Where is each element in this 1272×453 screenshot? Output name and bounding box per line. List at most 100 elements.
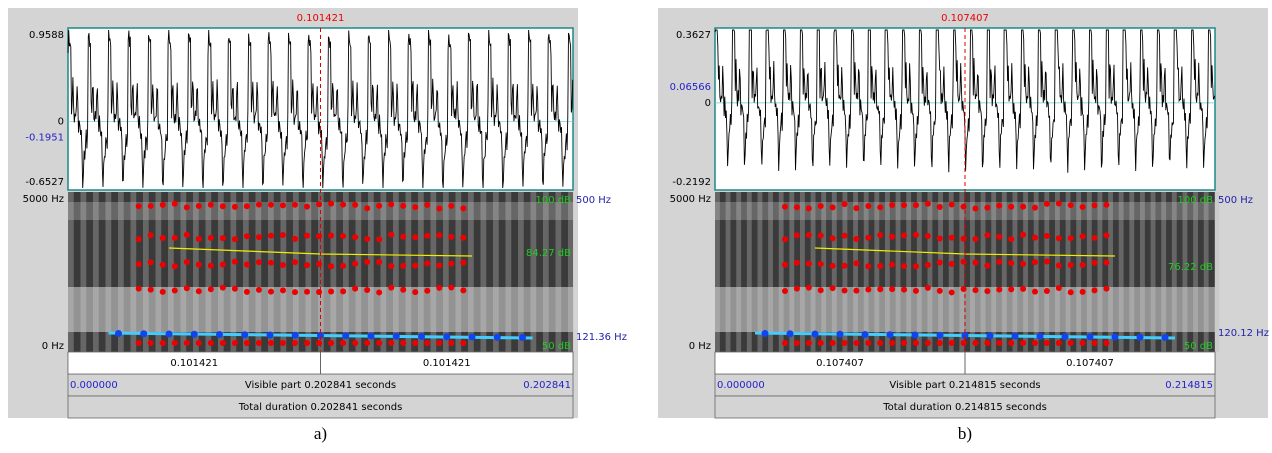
pitch-dot [836, 330, 844, 338]
formant-dot [316, 260, 323, 267]
formant-dot [924, 232, 931, 239]
spectrogram-stripe [874, 192, 880, 352]
formant-dot [1091, 340, 1098, 346]
formant-dot [448, 284, 455, 291]
visible-end: 0.214815 [1165, 380, 1213, 391]
formant-dot [1067, 202, 1074, 209]
formant-dot [829, 204, 836, 211]
formant-dot [195, 235, 202, 242]
formant-dot [424, 340, 431, 346]
formant-dot [267, 232, 274, 239]
formant-dot [316, 288, 323, 295]
formant-dot [1008, 260, 1015, 267]
formant-dot [1067, 262, 1074, 269]
formant-dot [400, 202, 407, 209]
pitch-dot [1011, 332, 1019, 340]
formant-dot [460, 259, 467, 266]
spectrogram-stripe [715, 192, 720, 352]
pitch-dot [392, 332, 400, 340]
spectrogram-stripe [768, 192, 773, 352]
db-bottom: 50 dB [542, 341, 571, 352]
pitch-dot [291, 331, 299, 339]
formant-dot [817, 232, 824, 239]
spectrogram-stripe [1108, 192, 1113, 352]
formant-dot [364, 340, 371, 346]
spectrogram-stripe [130, 192, 137, 352]
formant-dot [279, 340, 286, 346]
formant-dot [853, 340, 860, 346]
formant-dot [376, 236, 383, 243]
formant-dot [388, 340, 395, 346]
formant-dot [304, 203, 311, 210]
formant-dot [865, 340, 872, 346]
pitch-dot [165, 330, 173, 338]
pitch-dot [519, 334, 526, 341]
formant-dot [460, 340, 467, 346]
formant-dot [231, 340, 238, 346]
spectrogram-stripe [778, 192, 784, 352]
formant-dot [1055, 262, 1062, 269]
spectrogram-stripe [180, 192, 187, 352]
formant-dot [912, 202, 919, 209]
formant-dot [436, 232, 443, 239]
visible-part: Visible part 0.202841 seconds [245, 380, 396, 391]
formant-dot [267, 340, 274, 346]
spectrogram-stripe [143, 192, 149, 352]
freq-bottom: 0 Hz [42, 341, 64, 352]
formant-dot [183, 231, 190, 238]
db-top: 100 dB [1178, 195, 1214, 206]
formant-dot [817, 287, 824, 294]
formant-dot [219, 235, 226, 242]
formant-dot [195, 261, 202, 268]
formant-dot [960, 235, 967, 242]
spectrogram-stripe [393, 192, 399, 352]
formant-dot [817, 340, 824, 346]
formant-dot [171, 200, 178, 207]
wave-min: -0.6527 [25, 177, 64, 188]
spectrogram-stripe [105, 192, 112, 352]
formant-dot [996, 233, 1003, 240]
formant-dot [388, 201, 395, 208]
formant-dot [901, 263, 908, 270]
db-cursor: 84.27 dB [526, 248, 571, 259]
pitch-dot [493, 333, 501, 341]
formant-dot [279, 232, 286, 239]
spectrogram-stripe [568, 192, 574, 352]
formant-dot [1103, 285, 1110, 292]
formant-dot [412, 234, 419, 241]
spectrogram-stripe [1033, 192, 1039, 352]
formant-dot [328, 288, 335, 295]
formant-dot [1008, 286, 1015, 293]
right-duration: 0.107407 [1066, 358, 1114, 369]
formant-dot [243, 288, 250, 295]
formant-dot [159, 201, 166, 208]
formant-dot [340, 262, 347, 269]
pitch-dot [986, 332, 994, 340]
spectrogram-stripe [831, 192, 837, 352]
formant-dot [267, 201, 274, 208]
formant-dot [340, 340, 347, 346]
formant-dot [376, 259, 383, 266]
spectrogram-stripe [746, 192, 752, 352]
formant-dot [147, 202, 154, 209]
formant-dot [292, 235, 299, 242]
pitch-dot [1161, 334, 1169, 341]
formant-dot [412, 204, 419, 211]
cursor-time: 0.101421 [297, 13, 345, 24]
formant-dot [328, 232, 335, 239]
spectrogram-stripe [789, 192, 795, 352]
formant-dot [1103, 201, 1110, 208]
formant-dot [135, 261, 142, 268]
spectrogram-stripe [1118, 192, 1124, 352]
formant-dot [924, 200, 931, 207]
spectrogram-stripe [1023, 192, 1028, 352]
spectrogram-stripe [863, 192, 869, 352]
formant-dot [231, 285, 238, 292]
formant-dot [853, 235, 860, 242]
spectrogram-stripe [543, 192, 549, 352]
db-cursor: 76.22 dB [1168, 262, 1213, 273]
spectrogram-stripe [155, 192, 162, 352]
formant-dot [267, 288, 274, 295]
caption: b) [958, 424, 972, 443]
spectrogram-stripe [1161, 192, 1167, 352]
